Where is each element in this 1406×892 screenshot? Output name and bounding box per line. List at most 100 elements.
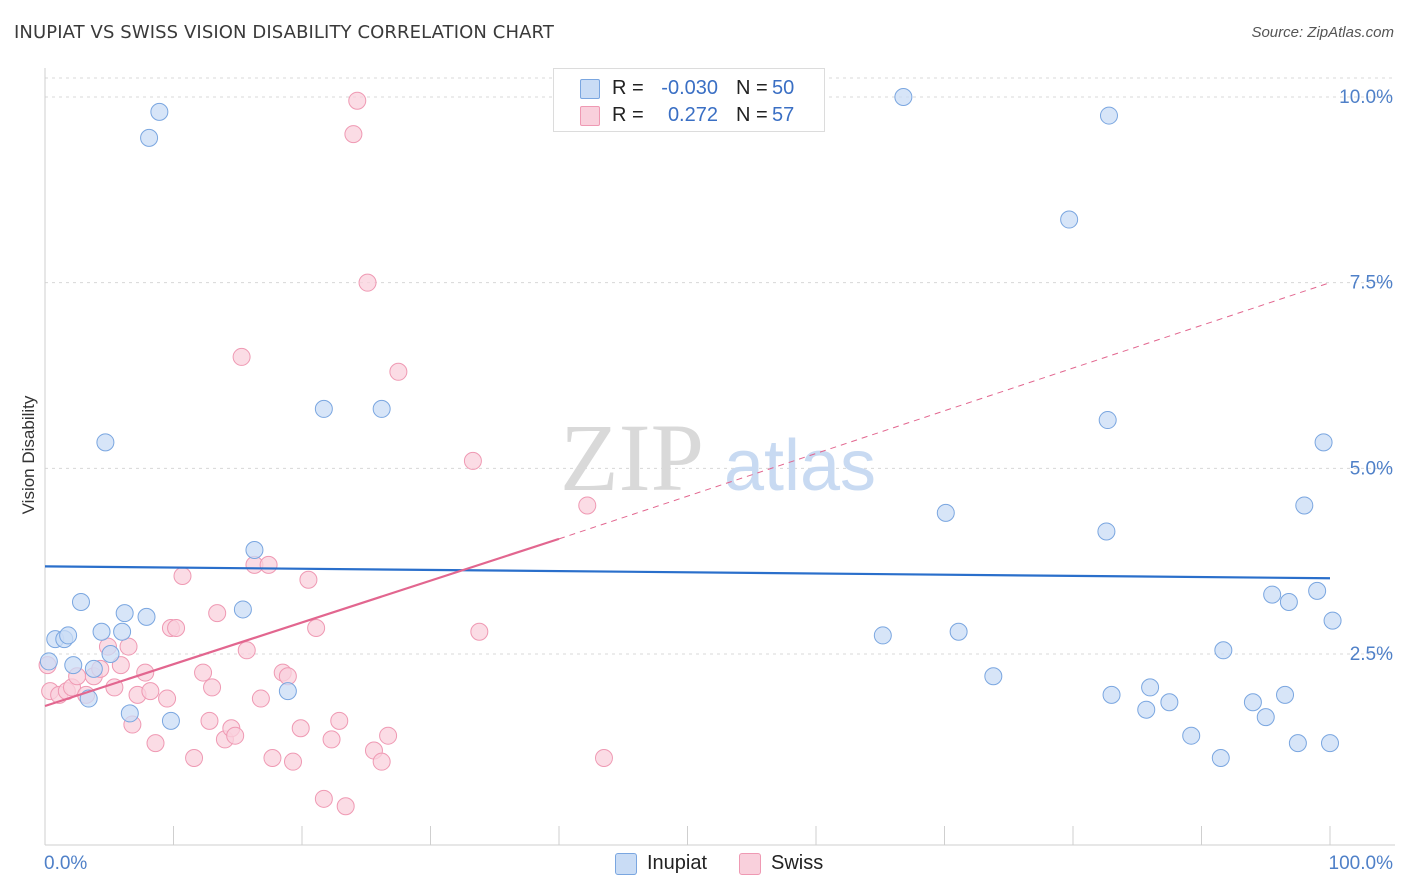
inupiat-point [372, 399, 391, 418]
swiss-point [173, 567, 192, 586]
x-tick-label-min: 0.0% [44, 853, 87, 874]
swiss-point [314, 789, 333, 808]
swiss-point [232, 347, 251, 366]
swiss-point [470, 622, 489, 641]
swiss-point [194, 663, 213, 682]
y-tick-label: 10.0% [1339, 87, 1393, 108]
legend-swatch-swiss [739, 853, 761, 875]
inupiat-point [1314, 433, 1333, 452]
swiss-point [237, 641, 256, 660]
inupiat-points [39, 88, 1342, 767]
legend-swatch-inupiat [580, 79, 600, 99]
swiss-point [208, 604, 227, 623]
inupiat-point [120, 704, 139, 723]
swiss-point [251, 689, 270, 708]
inupiat-point [873, 626, 892, 645]
inupiat-point [949, 622, 968, 641]
legend-n-value: 50 [772, 77, 795, 99]
inupiat-point [1137, 700, 1156, 719]
swiss-trend-extension [558, 282, 1331, 540]
swiss-point [322, 730, 341, 749]
swiss-point [330, 711, 349, 730]
swiss-point [200, 711, 219, 730]
swiss-point [291, 719, 310, 738]
swiss-point [203, 678, 222, 697]
inupiat-point [1323, 611, 1342, 630]
inupiat-point [1308, 581, 1327, 600]
inupiat-point [1099, 106, 1118, 125]
inupiat-point [1279, 593, 1298, 612]
inupiat-point [314, 399, 333, 418]
inupiat-point [1098, 411, 1117, 430]
swiss-point [379, 726, 398, 745]
inupiat-point [101, 645, 120, 663]
legend-r-value: 0.272 [667, 104, 718, 126]
legend-label-inupiat: Inupiat [647, 852, 708, 874]
watermark: ZIP atlas [560, 404, 876, 511]
inupiat-point [115, 604, 134, 623]
inupiat-point [1256, 708, 1275, 727]
y-axis-label: Vision Disability [19, 395, 38, 514]
inupiat-point [137, 607, 156, 626]
inupiat-trend-line [44, 565, 1331, 580]
swiss-point [344, 125, 363, 144]
swiss-point [463, 451, 482, 470]
swiss-point [284, 752, 303, 771]
y-tick-label: 2.5% [1350, 644, 1393, 665]
swiss-point [299, 570, 318, 589]
swiss-trend-line [44, 537, 560, 708]
legend-swatch-inupiat [615, 853, 637, 875]
inupiat-point [1295, 496, 1314, 515]
inupiat-point [1263, 585, 1282, 604]
watermark-atlas: atlas [724, 426, 876, 506]
legend-row-inupiat: R = -0.030 N = 50 [554, 75, 824, 101]
inupiat-point [113, 622, 132, 641]
legend-swatch-swiss [580, 106, 600, 126]
inupiat-point [1097, 522, 1116, 541]
swiss-point [167, 619, 186, 638]
inupiat-point [984, 667, 1003, 686]
legend-r-label: R = [612, 104, 644, 126]
legend-r-value: -0.030 [661, 77, 718, 99]
inupiat-point [96, 433, 115, 452]
inupiat-point [1211, 748, 1230, 767]
legend-row-swiss: R = 0.272 N = 57 [554, 102, 824, 128]
series-legend: Inupiat Swiss [0, 851, 1406, 877]
swiss-point [358, 273, 377, 292]
inupiat-point [150, 102, 169, 121]
chart-title: INUPIAT VS SWISS VISION DISABILITY CORRE… [14, 22, 554, 43]
swiss-point [389, 362, 408, 381]
y-tick-label: 5.0% [1350, 458, 1393, 479]
legend-n-label: N = [736, 104, 768, 126]
trend-lines [44, 282, 1331, 708]
legend-r-label: R = [612, 77, 644, 99]
inupiat-point [894, 88, 913, 106]
inupiat-point [245, 541, 264, 560]
legend-n-label: N = [736, 77, 768, 99]
inupiat-point [1102, 685, 1121, 704]
axes [44, 68, 1395, 846]
legend-label-swiss: Swiss [771, 852, 824, 874]
inupiat-point [233, 600, 252, 619]
inupiat-point [59, 626, 78, 645]
swiss-point [578, 496, 597, 515]
swiss-point [185, 748, 204, 767]
inupiat-point [1060, 210, 1079, 229]
swiss-point [348, 91, 367, 110]
inupiat-point [1182, 726, 1201, 745]
swiss-point [111, 656, 130, 675]
swiss-point [146, 734, 165, 753]
inupiat-point [1276, 685, 1295, 704]
inupiat-point [84, 659, 103, 678]
watermark-zip: ZIP [560, 404, 704, 511]
inupiat-point [1141, 678, 1160, 697]
inupiat-point [71, 593, 90, 612]
swiss-point [336, 797, 355, 816]
y-tick-label: 7.5% [1350, 273, 1393, 294]
inupiat-point [64, 656, 83, 675]
inupiat-point [92, 622, 111, 641]
swiss-point [119, 637, 138, 656]
swiss-point [141, 682, 160, 701]
swiss-point [158, 689, 177, 708]
